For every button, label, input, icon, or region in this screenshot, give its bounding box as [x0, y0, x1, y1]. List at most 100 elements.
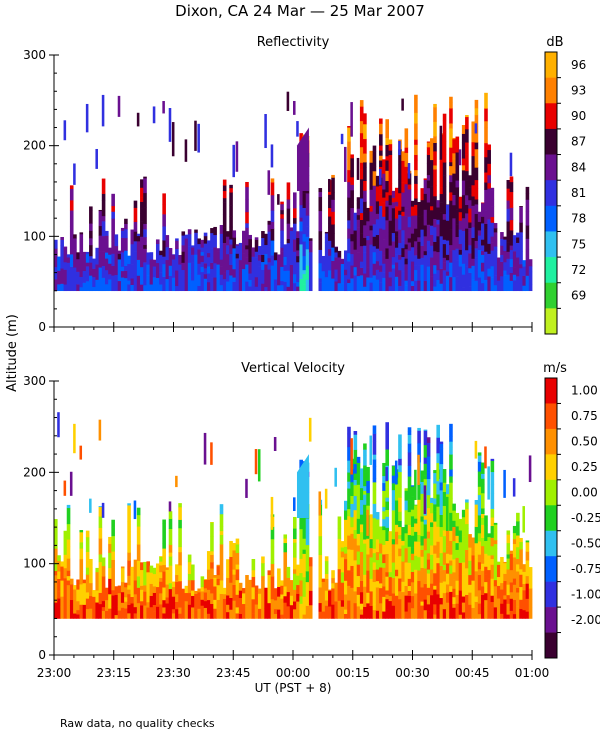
- data-cell: [277, 582, 281, 587]
- data-cell: [414, 241, 418, 256]
- data-cell: [181, 235, 186, 246]
- data-cell: [528, 599, 533, 608]
- data-cell: [442, 517, 447, 531]
- data-cell: [235, 552, 240, 565]
- data-cell: [350, 177, 354, 185]
- data-cell: [477, 527, 482, 534]
- data-cell: [248, 234, 252, 240]
- data-cell: [423, 524, 428, 539]
- data-cell: [496, 280, 501, 292]
- data-cell: [439, 268, 444, 284]
- data-cell: [66, 504, 71, 509]
- data-cell: [328, 270, 332, 283]
- data-cell: [63, 120, 67, 141]
- data-cell: [509, 152, 513, 177]
- data-cell: [388, 258, 393, 272]
- data-cell: [369, 282, 374, 292]
- data-cell: [484, 93, 488, 109]
- data-cell: [359, 609, 364, 615]
- data-cell: [328, 194, 332, 199]
- data-cell: [219, 530, 224, 536]
- data-cell: [481, 537, 485, 547]
- data-cell: [251, 558, 256, 562]
- data-cell: [372, 433, 377, 442]
- data-cell: [445, 240, 450, 255]
- data-cell: [375, 260, 380, 270]
- data-cell: [143, 248, 147, 263]
- data-cell: [210, 522, 214, 523]
- data-cell: [194, 610, 198, 619]
- data-cell: [455, 566, 460, 581]
- data-cell: [302, 526, 307, 539]
- data-cell: [302, 614, 307, 619]
- data-cell: [481, 563, 485, 571]
- data-cell: [379, 603, 383, 619]
- data-cell: [458, 254, 463, 267]
- data-cell: [261, 237, 265, 249]
- data-cell: [398, 214, 402, 230]
- data-cell: [308, 590, 313, 606]
- data-cell: [423, 429, 428, 431]
- data-cell: [388, 533, 393, 549]
- data-cell: [414, 112, 418, 124]
- data-cell: [410, 571, 415, 583]
- data-cell: [299, 217, 303, 222]
- data-cell: [111, 595, 115, 607]
- data-cell: [89, 595, 93, 609]
- data-cell: [140, 275, 144, 285]
- data-cell: [168, 275, 173, 292]
- data-cell: [108, 543, 112, 553]
- data-cell: [423, 430, 428, 446]
- data-cell: [487, 555, 491, 571]
- data-cell: [474, 163, 479, 168]
- data-cell: [430, 276, 434, 292]
- data-cell: [213, 247, 217, 257]
- data-cell: [407, 250, 412, 261]
- data-cell: [261, 575, 265, 581]
- data-cell: [299, 133, 303, 137]
- data-cell: [426, 224, 431, 241]
- data-cell: [235, 607, 240, 614]
- data-cell: [293, 239, 297, 247]
- data-cell: [178, 527, 182, 535]
- data-cell: [468, 574, 472, 585]
- data-cell: [168, 247, 173, 250]
- data-cell: [95, 247, 100, 254]
- data-cell: [178, 597, 182, 608]
- data-cell: [238, 597, 243, 614]
- data-cell: [117, 250, 122, 254]
- data-cell: [114, 586, 119, 596]
- data-cell: [168, 556, 173, 566]
- data-cell: [468, 592, 472, 605]
- data-cell: [433, 573, 437, 586]
- data-cell: [426, 573, 431, 588]
- data-cell: [165, 580, 170, 585]
- data-cell: [229, 239, 233, 245]
- data-cell: [356, 456, 361, 463]
- data-cell: [98, 554, 103, 563]
- data-cell: [423, 178, 428, 180]
- data-cell: [114, 594, 119, 607]
- data-cell: [73, 249, 77, 262]
- data-cell: [127, 284, 131, 292]
- data-cell: [430, 234, 434, 246]
- data-cell: [229, 275, 233, 292]
- data-cell: [152, 611, 157, 619]
- data-cell: [359, 198, 364, 214]
- data-cell: [210, 568, 214, 580]
- data-cell: [210, 554, 214, 563]
- data-cell: [442, 608, 447, 619]
- data-cell: [398, 259, 402, 271]
- data-cell: [528, 607, 533, 619]
- data-cell: [503, 573, 507, 582]
- data-cell: [474, 263, 479, 272]
- data-cell: [143, 192, 147, 208]
- data-cell: [481, 478, 485, 485]
- data-cell: [363, 498, 367, 505]
- data-cell: [162, 523, 166, 539]
- data-cell: [181, 251, 186, 263]
- data-cell: [159, 284, 163, 292]
- data-cell: [133, 200, 138, 208]
- data-cell: [528, 259, 533, 267]
- data-cell: [481, 484, 485, 494]
